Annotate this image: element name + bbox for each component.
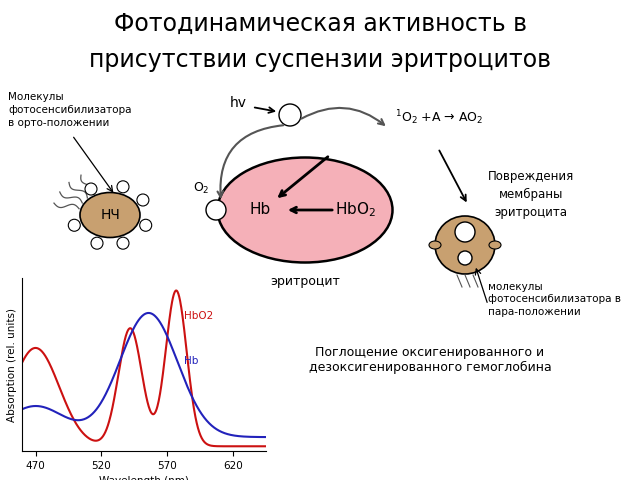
Y-axis label: Absorption (rel. units): Absorption (rel. units) [7, 308, 17, 422]
Text: Молекулы
фотосенсибилизатора
в орто-положении: Молекулы фотосенсибилизатора в орто-поло… [8, 92, 131, 128]
Ellipse shape [429, 241, 441, 249]
X-axis label: Wavelength (nm): Wavelength (nm) [99, 477, 189, 480]
Text: Hb: Hb [250, 203, 271, 217]
Ellipse shape [435, 216, 495, 274]
Circle shape [117, 181, 129, 193]
Circle shape [117, 237, 129, 249]
Text: эритроцит: эритроцит [270, 275, 340, 288]
Circle shape [206, 200, 226, 220]
Circle shape [91, 237, 103, 249]
Text: присутствии суспензии эритроцитов: присутствии суспензии эритроцитов [89, 48, 551, 72]
Circle shape [137, 194, 149, 206]
Text: $^1$O$_2$ +A → AO$_2$: $^1$O$_2$ +A → AO$_2$ [395, 108, 483, 127]
Text: НЧ: НЧ [100, 208, 120, 222]
Text: hv: hv [230, 96, 246, 110]
Circle shape [85, 183, 97, 195]
Circle shape [68, 219, 80, 231]
Text: HbO2: HbO2 [184, 312, 213, 322]
Ellipse shape [80, 192, 140, 238]
Text: Hb: Hb [184, 356, 198, 366]
Circle shape [455, 222, 475, 242]
Text: O$_2$: O$_2$ [193, 180, 209, 195]
Text: молекулы
фотосенсибилизатора в
пара-положении: молекулы фотосенсибилизатора в пара-поло… [488, 282, 621, 317]
Text: Поглощение оксигенированного и
дезоксигенированного гемоглобина: Поглощение оксигенированного и дезоксиге… [308, 346, 552, 374]
Circle shape [140, 219, 152, 231]
Text: HbO$_2$: HbO$_2$ [335, 201, 376, 219]
Ellipse shape [218, 157, 392, 263]
Text: Фотодинамическая активность в: Фотодинамическая активность в [113, 12, 527, 36]
Text: Повреждения
мембраны
эритроцита: Повреждения мембраны эритроцита [488, 170, 574, 219]
Circle shape [458, 251, 472, 265]
Circle shape [279, 104, 301, 126]
Ellipse shape [489, 241, 501, 249]
